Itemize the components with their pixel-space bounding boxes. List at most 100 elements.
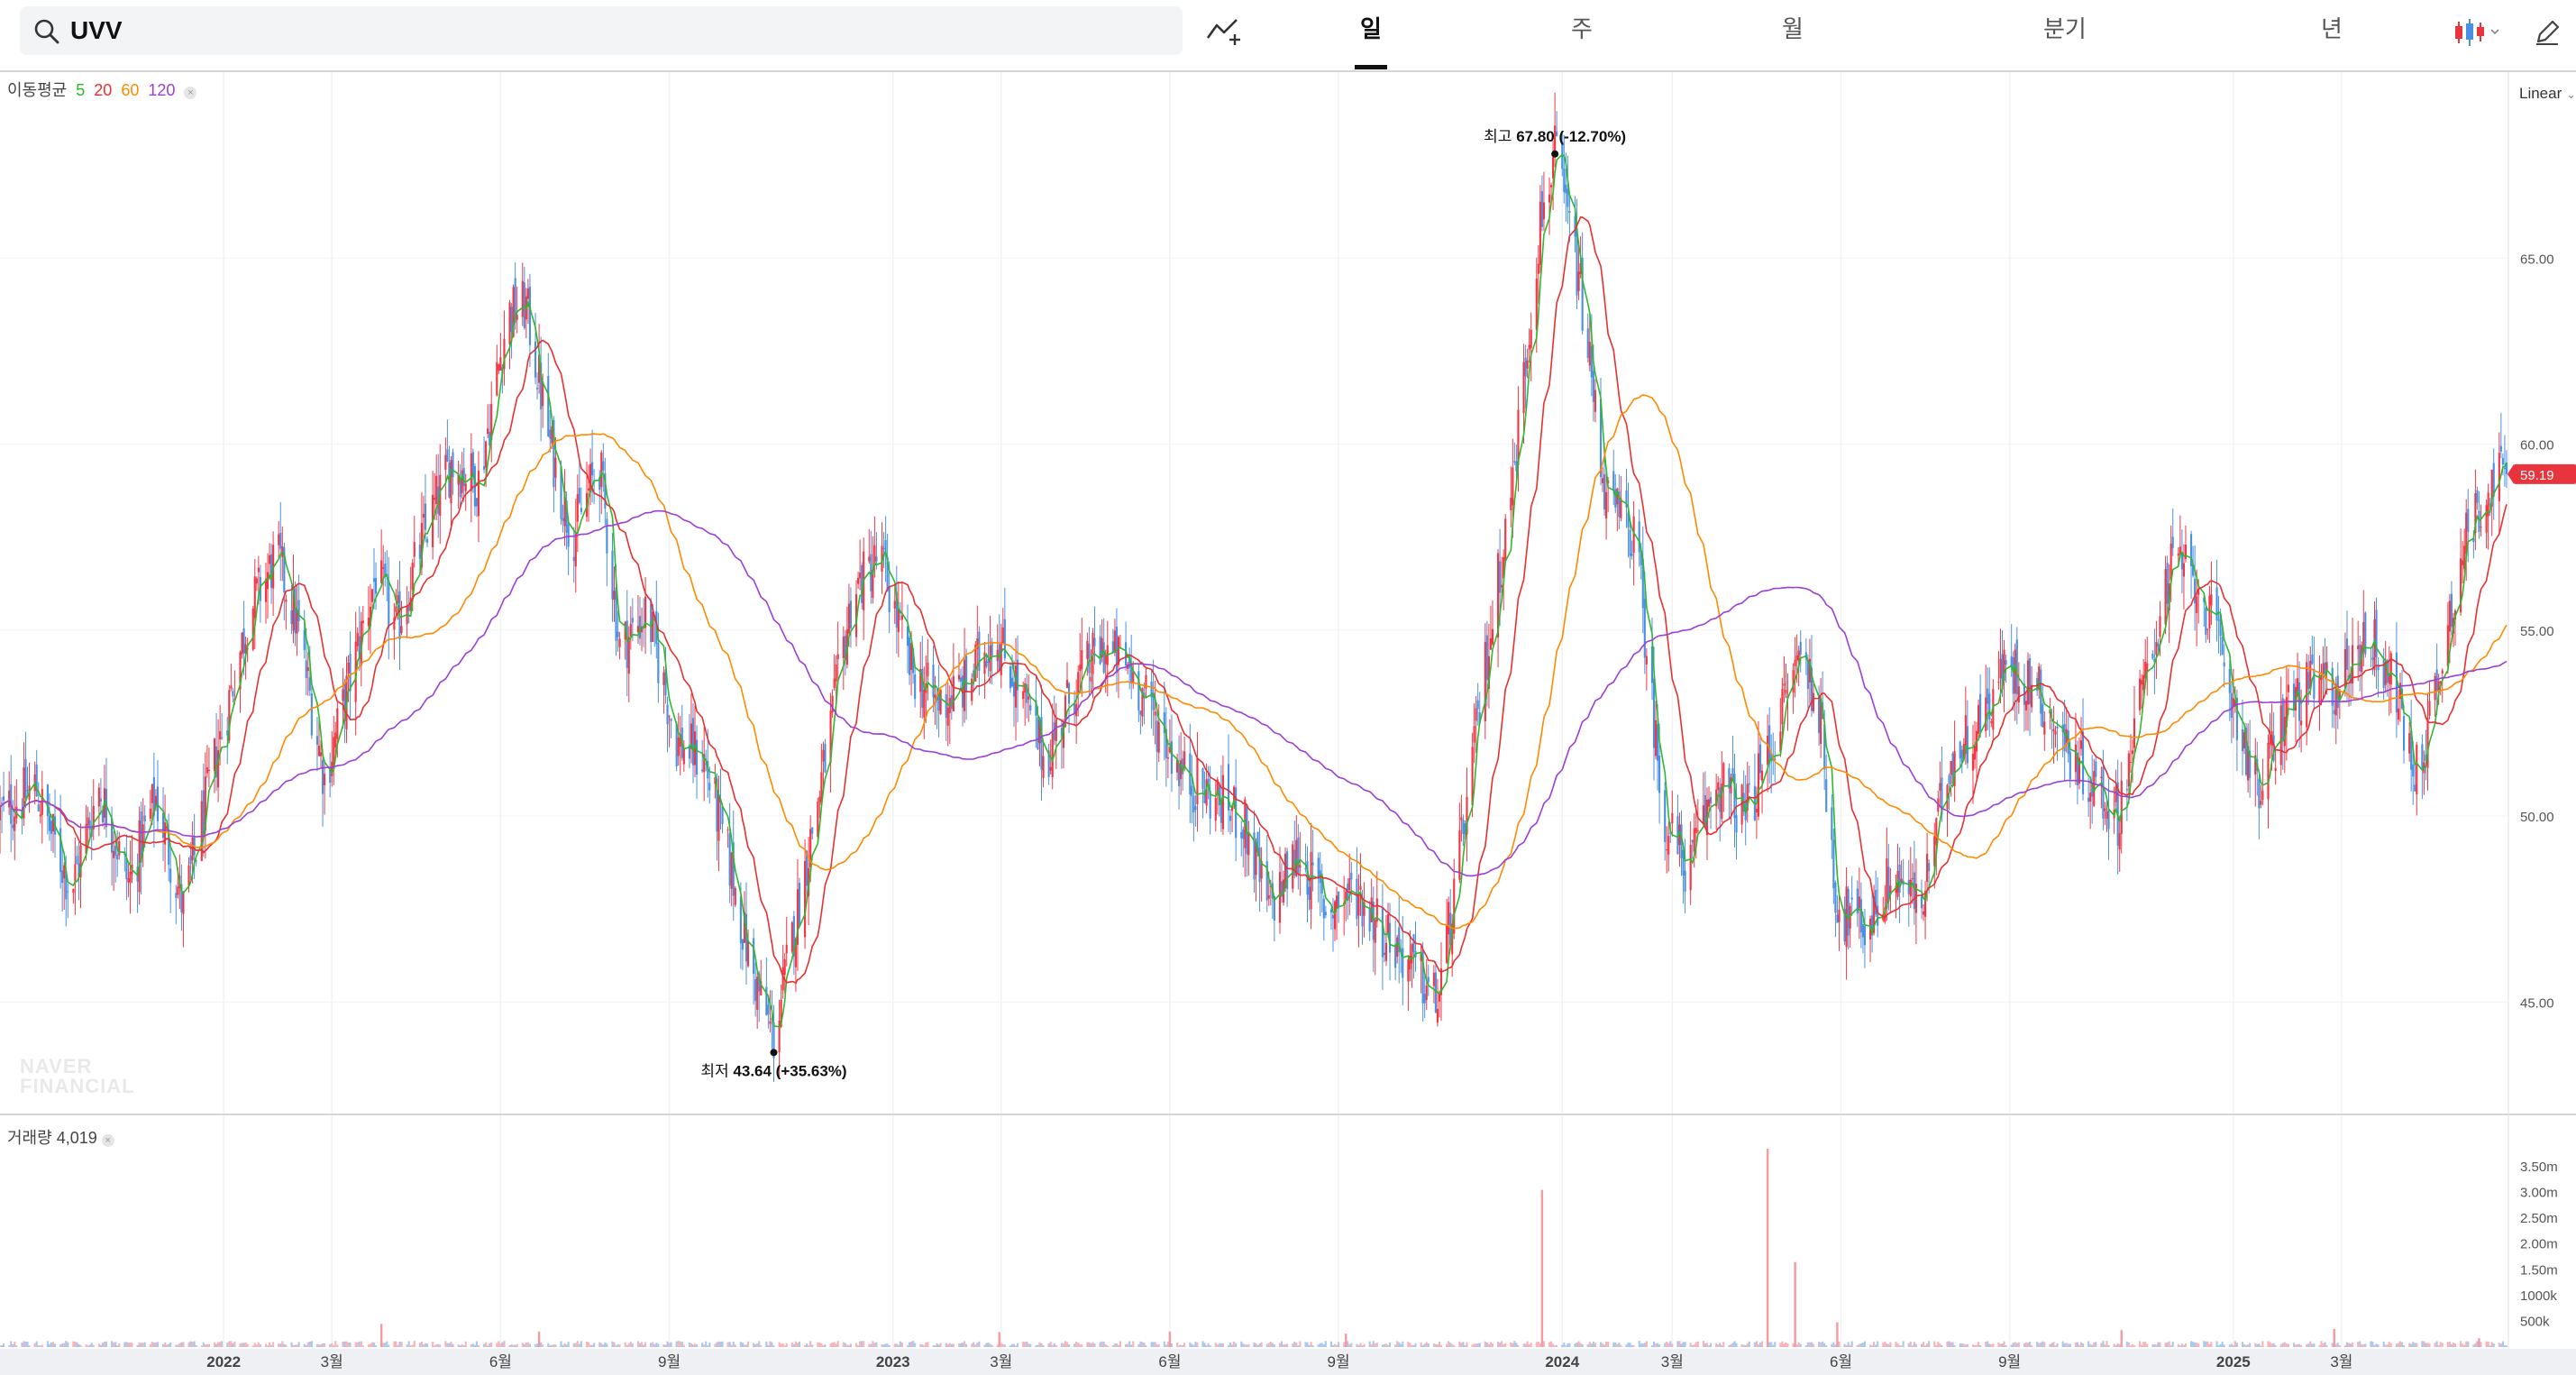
candle-body xyxy=(798,883,801,927)
volume-bar xyxy=(333,1344,335,1347)
tab-quarterly[interactable]: 분기 xyxy=(2043,15,2087,42)
volume-bar xyxy=(1779,1343,1782,1347)
volume-bar xyxy=(161,1343,165,1347)
candle-body xyxy=(1065,680,1069,689)
candle-body xyxy=(2139,678,2142,710)
volume-bar xyxy=(1384,1343,1388,1347)
ma20-line xyxy=(0,215,2507,985)
volume-label: 거래량 xyxy=(7,1129,52,1147)
volume-bar xyxy=(1453,1345,1456,1347)
ma-legend-close-icon[interactable]: × xyxy=(184,87,197,99)
volume-bar xyxy=(1667,1343,1670,1347)
volume-bar xyxy=(1111,1345,1114,1347)
candle-body xyxy=(1768,725,1771,765)
volume-bar xyxy=(2012,1343,2014,1347)
volume-bar xyxy=(349,1343,352,1347)
candle-body xyxy=(1795,655,1798,661)
volume-bar xyxy=(939,1343,942,1347)
candle-body xyxy=(2026,660,2030,705)
candle-body xyxy=(317,745,321,756)
volume-bar xyxy=(1231,1344,1234,1347)
candle-body xyxy=(714,777,717,784)
candle-body xyxy=(418,544,421,559)
volume-bar xyxy=(1037,1344,1039,1347)
volume-bar xyxy=(2334,1343,2337,1347)
candle-body xyxy=(1374,920,1376,943)
volume-bar xyxy=(2076,1342,2078,1347)
candle-body xyxy=(1832,839,1835,889)
volume-bar xyxy=(2298,1343,2301,1347)
volume-bar xyxy=(1438,1342,1441,1347)
tab-yearly[interactable]: 년 xyxy=(2321,15,2343,42)
candle-body xyxy=(512,287,515,337)
candle-body xyxy=(1554,125,1557,158)
candle-body xyxy=(1909,879,1912,897)
candle-body xyxy=(1877,905,1879,926)
volume-bar xyxy=(2170,1344,2172,1347)
candle-body xyxy=(1850,897,1853,900)
candle-body xyxy=(487,428,489,435)
candle-body xyxy=(1884,907,1886,922)
volume-bar xyxy=(2171,1342,2174,1347)
candle-body xyxy=(1671,812,1674,824)
candle-body xyxy=(2421,744,2424,770)
candle-body xyxy=(204,776,206,831)
search-box[interactable]: UVV xyxy=(20,6,1183,55)
trend-line-add-icon[interactable] xyxy=(1204,13,1247,49)
volume-bar xyxy=(1218,1343,1220,1347)
volume-bar xyxy=(1501,1341,1503,1347)
volume-bar xyxy=(551,1344,553,1347)
candle-body xyxy=(232,691,234,697)
volume-bar xyxy=(1381,1344,1384,1347)
scale-mode-select[interactable]: Linear ⌄ xyxy=(2519,85,2576,103)
candle-body xyxy=(444,454,447,470)
volume-bar xyxy=(420,1341,423,1347)
tab-monthly[interactable]: 월 xyxy=(1782,15,1804,42)
tab-daily[interactable]: 일 xyxy=(1360,15,1382,42)
volume-bar xyxy=(872,1341,874,1347)
candle-body xyxy=(1412,934,1415,952)
volume-bar xyxy=(1774,1342,1777,1347)
volume-bar xyxy=(2357,1342,2360,1347)
volume-bar xyxy=(950,1343,953,1347)
volume-bar xyxy=(1875,1344,1877,1347)
volume-bar xyxy=(156,1342,160,1347)
volume-bar xyxy=(2345,1342,2349,1347)
candle-body xyxy=(420,523,423,568)
candlestick-chart-type-icon[interactable] xyxy=(2452,16,2502,49)
tab-weekly[interactable]: 주 xyxy=(1571,15,1593,42)
candle-body xyxy=(688,745,690,759)
volume-bar xyxy=(2489,1345,2491,1347)
candle-body xyxy=(1102,642,1105,674)
candle-body xyxy=(485,441,488,468)
pencil-icon[interactable] xyxy=(2531,16,2563,49)
volume-bar xyxy=(937,1344,940,1347)
volume-bar xyxy=(1786,1343,1789,1347)
search-query[interactable]: UVV xyxy=(70,16,123,44)
volume-bar xyxy=(1451,1343,1454,1347)
volume-bar xyxy=(1310,1342,1312,1347)
candle-body xyxy=(945,694,947,719)
volume-bar xyxy=(1357,1344,1360,1347)
candle-body xyxy=(1781,689,1784,725)
candle-body xyxy=(1806,660,1809,689)
candle-body xyxy=(1407,959,1410,982)
volume-bar xyxy=(1709,1343,1713,1347)
candle-body xyxy=(2490,470,2493,508)
volume-bar xyxy=(1460,1343,1463,1347)
candle-body xyxy=(1029,705,1032,711)
volume-bar xyxy=(272,1342,275,1347)
volume-bar xyxy=(202,1342,205,1347)
volume-bar xyxy=(1678,1341,1681,1347)
volume-legend-close-icon[interactable]: × xyxy=(101,1134,114,1147)
volume-bar xyxy=(92,1344,95,1347)
candle-body xyxy=(835,664,837,682)
candle-body xyxy=(691,718,695,765)
volume-bar xyxy=(2245,1344,2248,1347)
candle-body xyxy=(61,870,64,884)
volume-bar xyxy=(2371,1341,2374,1347)
volume-bar xyxy=(668,1343,671,1347)
volume-bar xyxy=(754,1344,757,1347)
candle-body xyxy=(489,432,491,445)
